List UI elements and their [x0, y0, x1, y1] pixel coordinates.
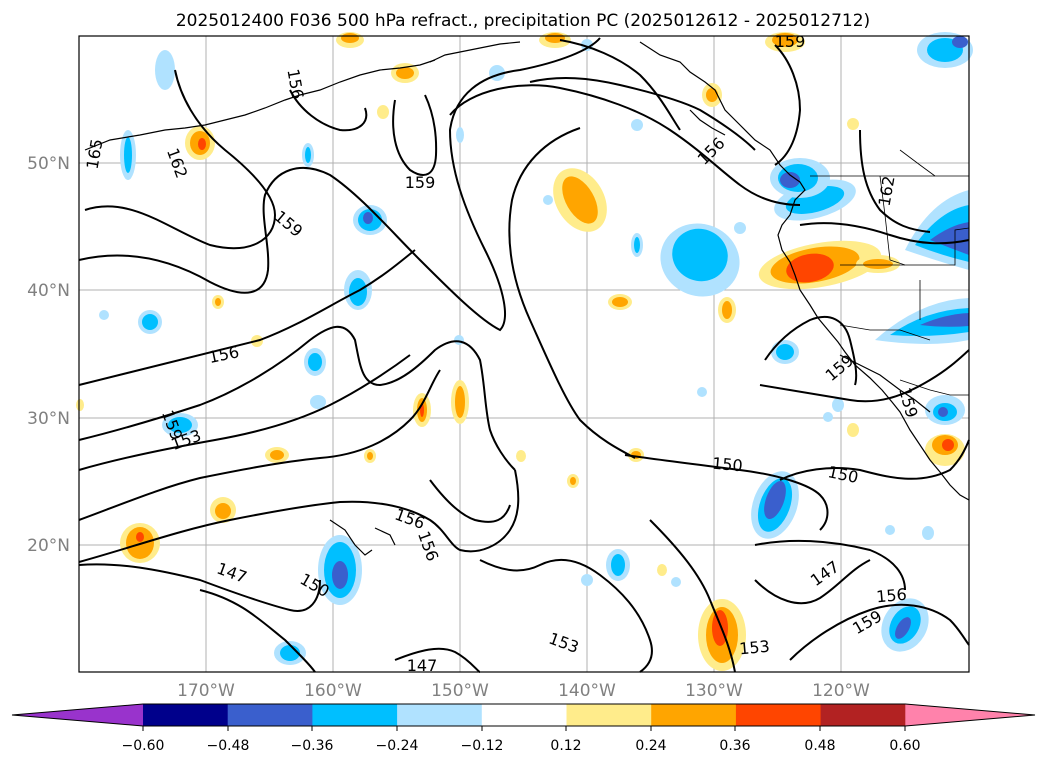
- colorbar-extend-max: [905, 704, 1035, 726]
- contour-label: 156: [875, 585, 907, 607]
- colorbar-segment: [143, 704, 229, 726]
- contour-label: 159: [775, 32, 806, 51]
- colorbar-segments: [11, 703, 1036, 727]
- lat-tick-label: 50°N: [27, 154, 70, 174]
- colorbar-tick-label: −0.36: [291, 738, 334, 754]
- colorbar-segment: [651, 704, 737, 726]
- refractivity-contours: [78, 37, 970, 673]
- colorbar: −0.60 −0.48 −0.36 −0.24 −0.12 0.12 0.24 …: [11, 703, 1036, 754]
- lat-tick-label: 30°N: [27, 409, 70, 429]
- colorbar-tick-label: 0.36: [719, 738, 750, 754]
- lon-tick-label: 150°W: [431, 681, 489, 701]
- colorbar-segment: [227, 704, 313, 726]
- map-frame: [78, 35, 970, 673]
- lon-tick-label: 160°W: [304, 681, 362, 701]
- contour-label: 147: [407, 656, 438, 675]
- colorbar-tick-label: 0.60: [889, 738, 920, 754]
- colorbar-tick-label: −0.12: [461, 738, 504, 754]
- longitude-labels: 170°W 160°W 150°W 140°W 130°W 120°W: [177, 681, 870, 701]
- map-title: 2025012400 F036 500 hPa refract., precip…: [176, 11, 870, 31]
- lon-tick-label: 130°W: [685, 681, 743, 701]
- precipitation-shading: [76, 32, 973, 671]
- colorbar-segment: [735, 704, 822, 726]
- colorbar-segment: [481, 704, 567, 726]
- colorbar-extend-min: [12, 704, 143, 726]
- contour-label: 153: [738, 637, 770, 659]
- coastlines: [84, 41, 970, 556]
- colorbar-tick-label: 0.24: [635, 738, 666, 754]
- colorbar-tick-label: −0.48: [207, 738, 250, 754]
- colorbar-segment: [566, 704, 652, 726]
- colorbar-tick-label: −0.24: [376, 738, 419, 754]
- colorbar-tick-label: 0.48: [804, 738, 835, 754]
- colorbar-tick-label: −0.60: [122, 738, 165, 754]
- colorbar-segment: [312, 704, 398, 726]
- lat-tick-label: 40°N: [27, 281, 70, 301]
- colorbar-segment: [820, 704, 906, 726]
- contour-label: 150: [711, 454, 743, 476]
- colorbar-tick-label: 0.12: [550, 738, 581, 754]
- colorbar-segment: [397, 704, 483, 726]
- lat-tick-label: 20°N: [27, 536, 70, 556]
- colorbar-ticks: [142, 726, 906, 731]
- lon-tick-label: 120°W: [812, 681, 870, 701]
- lon-tick-label: 140°W: [558, 681, 616, 701]
- latitude-labels: 20°N 30°N 40°N 50°N: [27, 154, 70, 556]
- lon-tick-label: 170°W: [177, 681, 235, 701]
- contour-label: 159: [405, 173, 436, 192]
- map-panel: 165 162 159 156 153 150 147 159 156 156 …: [76, 32, 973, 675]
